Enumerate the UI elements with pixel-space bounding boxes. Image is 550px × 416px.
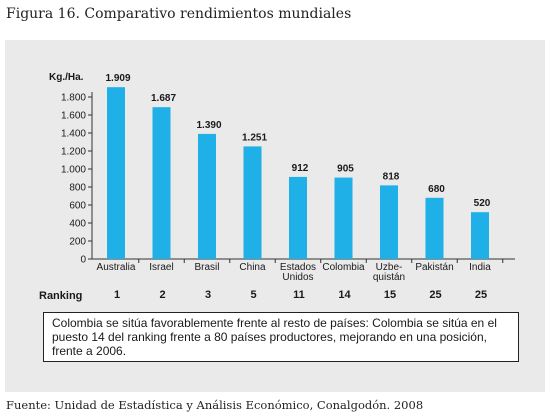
category-label: Pakistán [415,262,453,273]
y-tick-label: 1.400 [61,129,86,140]
y-tick-label: 1.000 [61,165,86,176]
bar [152,107,171,259]
ranking-value: 15 [384,289,396,300]
bar [243,146,262,259]
bar [198,133,216,259]
category-label: Uzbe-quistán [373,262,405,283]
figure-title: Figura 16. Comparativo rendimientos mund… [6,6,352,22]
ranking-value: 11 [293,289,305,300]
value-label: 905 [337,164,354,175]
category-label-line: Colombia [322,262,365,273]
chart-panel: Kg./Ha. 0 200 400 600 800 1.000 1.200 1.400 1.600… [5,40,545,392]
category-label-line: Pakistán [415,262,453,273]
y-tick-label: 1.800 [61,93,86,104]
ranking-value: 2 [159,289,165,300]
category-label-line: India [469,262,491,273]
category-label-line: Australia [97,262,136,273]
ranking-value: 5 [250,289,256,300]
bar [380,185,398,259]
category-label-line: Israel [149,262,173,273]
y-tick-label: 0 [80,255,86,266]
category-label-line: Unidos [282,272,313,283]
category-label: Estados Unidos [280,262,316,283]
y-tick-label: 600 [69,201,86,212]
category-label-line: Uzbe- [376,262,403,273]
bar [107,87,125,259]
value-label: 1.687 [151,93,176,104]
category-label: Israel [149,262,173,273]
category-label-line: Estados [280,262,316,273]
value-label: 520 [474,198,491,209]
y-tick-label: 1.200 [61,147,86,158]
y-tick-label: 800 [69,183,86,194]
value-label: 1.251 [242,132,267,143]
bar [289,176,307,259]
category-label: Brasil [194,262,219,273]
y-axis-label: Kg./Ha. [49,72,84,83]
bar [471,212,489,259]
bar-chart: Kg./Ha. 0 200 400 600 800 1.000 1.200 1.400 1.600… [49,72,515,300]
ranking-value: 3 [205,289,211,300]
category-label: China [239,262,266,273]
value-label: 1.390 [196,120,221,131]
category-label: Colombia [322,262,365,273]
value-label: 1.909 [105,73,130,84]
y-tick-label: 200 [69,237,86,248]
value-label: 912 [292,163,309,174]
note-box: Colombia se sitúa favorablemente frente … [43,312,519,362]
bar [334,177,353,259]
category-label: India [469,262,491,273]
y-tick-label: 1.600 [61,111,86,122]
y-tick-label: 400 [69,219,86,230]
ranking-label: Ranking [39,290,83,302]
value-label: 818 [383,171,400,182]
value-label: 680 [428,184,445,195]
source-note: Fuente: Unidad de Estadística y Análisis… [6,398,424,412]
ranking-value: 1 [114,289,120,300]
category-label: Australia [97,262,136,273]
category-label-line: Brasil [194,262,219,273]
ranking-value: 25 [429,289,441,300]
bar [425,197,444,259]
ranking-value: 25 [475,289,487,300]
category-label-line: quistán [373,272,405,283]
category-label-line: China [239,262,266,273]
ranking-value: 14 [338,289,351,300]
